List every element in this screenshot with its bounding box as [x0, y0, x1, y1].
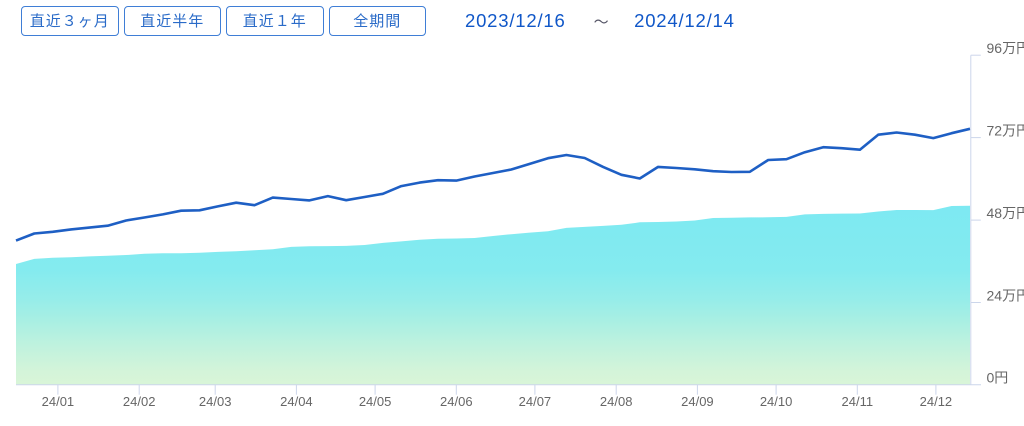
svg-text:72万円: 72万円	[987, 123, 1024, 139]
svg-text:24/08: 24/08	[600, 394, 633, 409]
svg-text:24万円: 24万円	[987, 288, 1024, 304]
svg-text:24/07: 24/07	[519, 394, 552, 409]
svg-text:24/11: 24/11	[842, 394, 874, 409]
svg-text:24/06: 24/06	[440, 394, 473, 409]
svg-text:24/09: 24/09	[681, 394, 714, 409]
svg-text:96万円: 96万円	[987, 40, 1024, 56]
svg-text:24/01: 24/01	[42, 394, 75, 409]
svg-text:24/12: 24/12	[920, 394, 953, 409]
svg-text:24/03: 24/03	[199, 394, 232, 409]
svg-text:48万円: 48万円	[987, 205, 1024, 221]
svg-text:24/05: 24/05	[359, 394, 392, 409]
svg-text:24/10: 24/10	[760, 394, 793, 409]
svg-text:24/04: 24/04	[280, 394, 313, 409]
svg-text:0円: 0円	[987, 370, 1009, 386]
svg-text:24/02: 24/02	[123, 394, 156, 409]
